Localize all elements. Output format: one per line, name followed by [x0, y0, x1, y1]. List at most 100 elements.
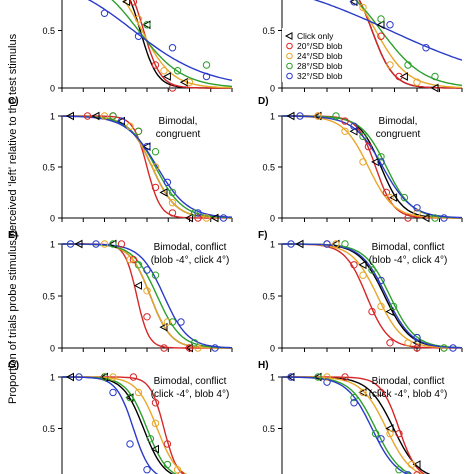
panel-label: G)	[8, 360, 19, 371]
data-point	[126, 440, 134, 448]
data-point	[129, 255, 138, 264]
data-point	[185, 344, 194, 352]
data-point	[332, 112, 340, 120]
data-point	[296, 112, 304, 120]
condition-label: Bimodal, conflict	[154, 242, 227, 253]
data-point	[75, 373, 83, 381]
data-point	[314, 373, 322, 381]
fit-curve	[355, 0, 462, 89]
data-point	[179, 77, 188, 87]
data-point	[341, 240, 349, 248]
y-tick-label: 0.5	[262, 292, 275, 302]
legend-label: Click only	[297, 31, 334, 41]
y-tick-label: 0	[270, 344, 275, 354]
y-tick-label: 0.5	[262, 163, 275, 173]
data-point	[440, 214, 448, 222]
data-point	[286, 111, 295, 121]
data-point	[100, 240, 109, 248]
data-point	[404, 214, 412, 222]
data-point	[168, 199, 177, 207]
data-point	[422, 44, 430, 52]
legend-box	[282, 28, 362, 82]
data-point	[413, 204, 421, 212]
data-point	[168, 209, 177, 217]
data-point	[440, 344, 448, 352]
data-point	[100, 373, 109, 381]
data-point	[332, 240, 340, 248]
data-point	[150, 444, 159, 454]
data-point	[395, 466, 403, 474]
data-point	[83, 112, 92, 120]
data-point	[430, 83, 439, 93]
data-point	[431, 214, 439, 222]
data-point	[185, 78, 194, 86]
legend-label: 20°/SD blob	[297, 41, 343, 51]
data-point	[109, 388, 117, 397]
y-tick-label: 0.5	[262, 424, 275, 434]
panel-label: E)	[8, 230, 18, 241]
fit-curve	[87, 0, 233, 81]
data-point	[377, 15, 385, 23]
data-point	[126, 255, 134, 264]
data-point	[100, 112, 109, 120]
data-point	[117, 240, 126, 248]
data-point	[359, 3, 367, 12]
data-point	[377, 435, 385, 443]
data-point	[350, 399, 358, 407]
condition-label: Bimodal,	[159, 116, 198, 127]
data-point	[386, 21, 394, 29]
data-point	[134, 15, 143, 23]
y-tick-label: 1	[50, 373, 55, 383]
data-point	[377, 276, 385, 285]
legend-label: 28°/SD blob	[297, 61, 343, 71]
data-point	[151, 163, 160, 171]
y-tick-label: 0	[270, 214, 275, 224]
data-point	[163, 318, 172, 326]
data-point	[109, 240, 117, 248]
data-point	[377, 32, 385, 40]
data-point	[151, 419, 160, 428]
panel-label: D)	[258, 96, 269, 107]
data-point	[407, 460, 416, 469]
fit-curve	[62, 243, 233, 349]
data-point	[168, 84, 177, 92]
fit-curve	[62, 376, 159, 474]
legend-marker	[286, 42, 293, 50]
y-tick-label: 0.5	[42, 26, 55, 36]
data-point	[395, 429, 403, 438]
data-point	[323, 378, 331, 386]
data-point	[194, 214, 202, 222]
panel-F: 0 0.5 1F) Bimodal, conflict (blob -4°, click…	[258, 230, 463, 354]
data-point	[404, 471, 412, 474]
legend-label: 32°/SD blob	[297, 71, 343, 81]
data-point	[160, 67, 168, 75]
data-point	[143, 287, 151, 295]
y-tick-label: 0	[50, 344, 55, 354]
data-point	[364, 142, 373, 151]
data-point	[129, 373, 138, 381]
fit-curve	[282, 115, 462, 219]
data-point	[143, 466, 151, 474]
legend-entry: 20°/SD blob	[286, 41, 343, 51]
y-tick-label: 1	[50, 112, 55, 122]
data-point	[159, 188, 168, 197]
data-point	[162, 72, 171, 81]
data-point	[211, 344, 219, 352]
y-tick-label: 0	[270, 84, 275, 94]
fit-curve	[282, 115, 463, 219]
data-point	[404, 61, 412, 69]
data-point	[159, 322, 168, 332]
y-tick-label: 1	[270, 112, 275, 122]
data-point	[146, 435, 155, 443]
fit-curve	[62, 115, 232, 219]
data-point	[133, 281, 142, 290]
legend-entry: 28°/SD blob	[286, 61, 343, 71]
data-point	[377, 302, 385, 311]
panel-label: F)	[258, 230, 267, 241]
data-point	[400, 193, 409, 202]
data-point	[160, 344, 168, 352]
panel-H: 0.5 1H) Bimodal, conflict (click -4°, blob …	[258, 360, 447, 474]
data-point	[109, 112, 117, 120]
